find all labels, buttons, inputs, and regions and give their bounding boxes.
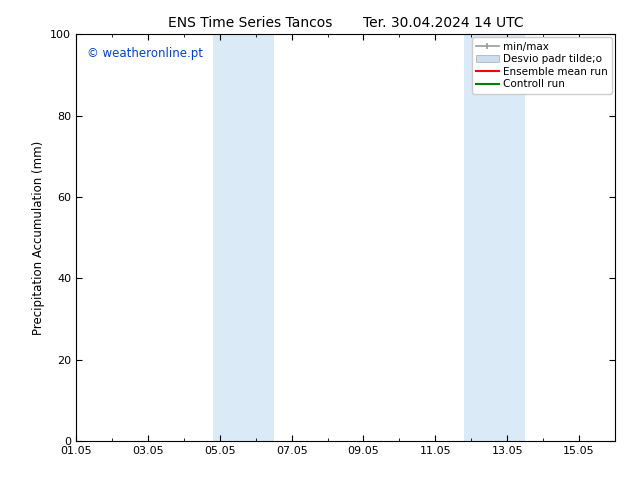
Y-axis label: Precipitation Accumulation (mm): Precipitation Accumulation (mm)	[32, 141, 44, 335]
Title: ENS Time Series Tancos       Ter. 30.04.2024 14 UTC: ENS Time Series Tancos Ter. 30.04.2024 1…	[168, 16, 523, 30]
Bar	[464, 34, 525, 441]
Bar	[212, 34, 274, 441]
Legend: min/max, Desvio padr tilde;o, Ensemble mean run, Controll run: min/max, Desvio padr tilde;o, Ensemble m…	[472, 37, 612, 94]
Text: © weatheronline.pt: © weatheronline.pt	[87, 47, 203, 59]
